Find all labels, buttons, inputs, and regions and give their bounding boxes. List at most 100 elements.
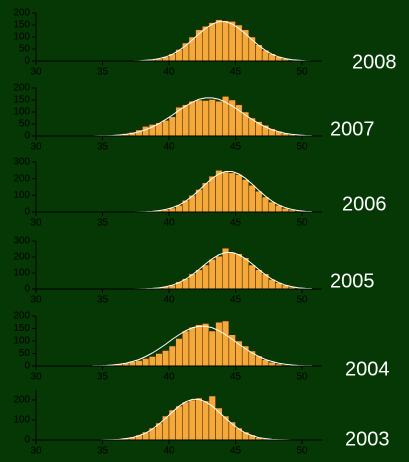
x-tick-label: 30	[30, 295, 42, 306]
histogram-bar	[215, 19, 223, 62]
panel-title: 2007	[330, 118, 375, 140]
y-tick-label: 100	[13, 107, 30, 118]
histogram-bar	[248, 36, 256, 62]
histogram-bar	[208, 330, 216, 367]
x-tick-label: 50	[296, 67, 308, 78]
histogram-bar	[195, 397, 203, 441]
panel-title: 2003	[345, 428, 390, 450]
histogram-bar	[208, 99, 216, 137]
histogram-bar	[261, 196, 270, 213]
histogram-bar	[162, 350, 170, 367]
histogram-bar	[268, 362, 276, 367]
x-tick-label: 40	[163, 372, 175, 383]
y-tick-label: 150	[13, 95, 30, 106]
fit-curve	[92, 97, 313, 137]
x-tick-label: 35	[97, 142, 109, 153]
histogram-bar	[228, 21, 236, 62]
histogram-bar	[255, 190, 263, 213]
histogram-bar	[235, 174, 243, 213]
histogram-bar	[228, 421, 236, 441]
histogram-bar	[281, 208, 289, 213]
fit-curve	[92, 325, 313, 367]
x-tick-label: 50	[296, 446, 308, 457]
y-tick-label: 0	[24, 435, 30, 446]
y-tick-label: 200	[13, 311, 30, 322]
x-tick-label: 30	[30, 218, 42, 229]
histogram-bar	[208, 175, 216, 213]
x-tick-label: 50	[296, 142, 308, 153]
histogram-bar	[202, 182, 210, 213]
histogram-bar	[221, 171, 230, 213]
y-tick-label: 0	[24, 131, 30, 142]
x-tick-label: 35	[97, 372, 109, 383]
y-tick-label: 100	[13, 32, 30, 43]
histogram-bar	[202, 400, 210, 441]
histogram-bar	[228, 172, 236, 213]
histogram-bar	[195, 269, 203, 290]
histogram-bar	[221, 247, 230, 290]
y-tick-label: 300	[13, 157, 30, 168]
histogram-bar	[228, 99, 236, 137]
y-tick-label: 0	[24, 207, 30, 218]
histogram-bar	[142, 126, 150, 137]
y-tick-label: 200	[13, 173, 30, 184]
x-tick-label: 45	[230, 67, 242, 78]
y-tick-label: 150	[13, 20, 30, 31]
histogram-bar	[148, 427, 156, 441]
histogram-bar	[241, 179, 250, 213]
histogram-bar	[142, 358, 150, 367]
histogram-bar	[215, 407, 223, 441]
y-tick-label: 200	[13, 252, 30, 263]
histogram-bar	[182, 104, 190, 137]
y-tick-label: 100	[13, 336, 30, 347]
x-tick-label: 50	[296, 372, 308, 383]
x-tick-label: 40	[163, 446, 175, 457]
histogram-bar	[188, 399, 196, 441]
x-tick-label: 45	[230, 142, 242, 153]
histogram-bar	[162, 120, 170, 137]
y-tick-label: 0	[24, 361, 30, 372]
x-tick-label: 35	[97, 446, 109, 457]
histogram-bar	[228, 251, 236, 290]
y-tick-label: 300	[13, 236, 30, 247]
x-tick-label: 45	[230, 372, 242, 383]
histogram-bar	[221, 20, 230, 62]
x-tick-label: 45	[230, 218, 242, 229]
x-tick-label: 40	[163, 142, 175, 153]
histogram-bar	[241, 257, 250, 290]
histogram-bar	[202, 100, 210, 137]
histogram-bar	[215, 100, 223, 137]
histogram-bar	[202, 264, 210, 290]
histogram-bar	[155, 353, 163, 367]
histogram-bar	[208, 259, 216, 290]
x-tick-label: 50	[296, 218, 308, 229]
y-tick-label: 200	[13, 83, 30, 94]
y-tick-label: 0	[24, 56, 30, 67]
panel-title: 2004	[345, 358, 390, 380]
x-tick-label: 30	[30, 372, 42, 383]
x-tick-label: 35	[97, 295, 109, 306]
x-tick-label: 35	[97, 218, 109, 229]
y-tick-label: 150	[13, 323, 30, 334]
histogram-bar	[268, 201, 276, 213]
panel-title: 2005	[330, 270, 375, 292]
y-tick-label: 200	[13, 8, 30, 19]
histogram-bar	[215, 322, 223, 367]
histogram-bar	[135, 360, 143, 367]
x-tick-label: 45	[230, 295, 242, 306]
histogram-bar	[215, 170, 223, 213]
x-tick-label: 50	[296, 295, 308, 306]
histogram-bar	[248, 185, 256, 213]
histogram-bar	[255, 269, 263, 290]
histogram-bar	[182, 330, 190, 367]
x-tick-label: 40	[163, 295, 175, 306]
x-tick-label: 40	[163, 67, 175, 78]
histogram-bar	[235, 104, 243, 137]
y-tick-label: 50	[19, 348, 31, 359]
x-tick-label: 30	[30, 446, 42, 457]
x-tick-label: 40	[163, 218, 175, 229]
histogram-bar	[215, 255, 223, 290]
